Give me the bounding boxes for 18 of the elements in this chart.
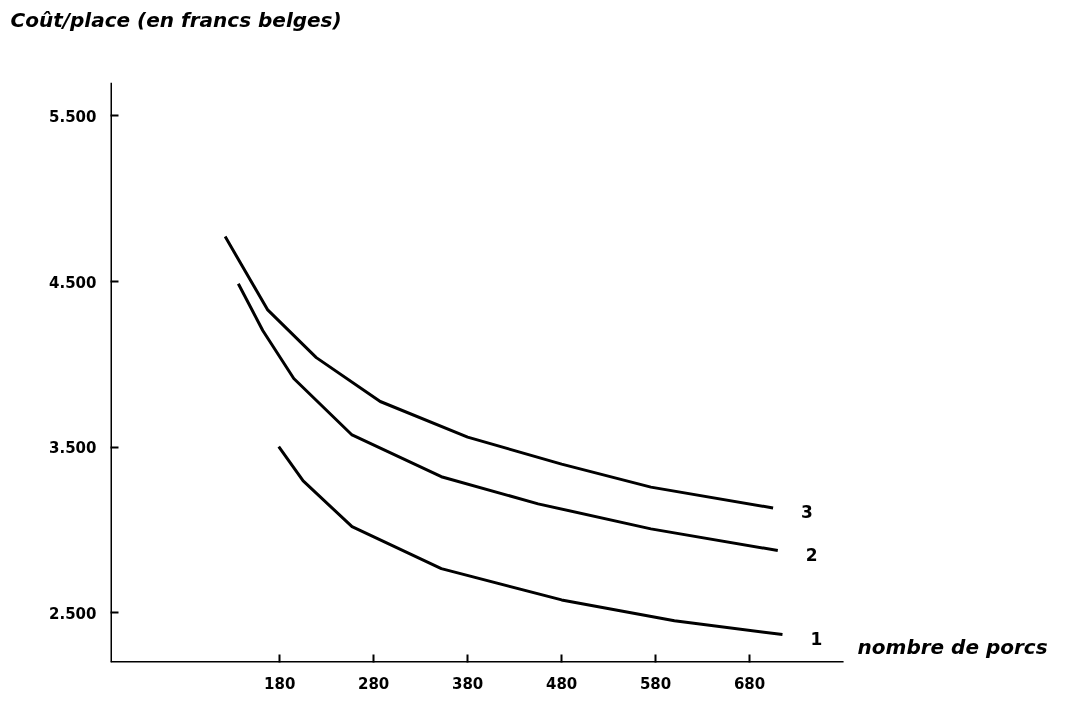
series-label: 3: [801, 501, 813, 522]
x-tick-label: 680: [733, 674, 766, 693]
x-axis-title: nombre de porcs: [857, 634, 1048, 659]
line-series: [236, 282, 780, 553]
y-tick-label: 2.500: [49, 604, 97, 623]
x-tick-label: 480: [545, 674, 578, 693]
y-tick-label: 5.500: [49, 107, 97, 126]
y-tick-label: 4.500: [49, 273, 97, 292]
x-tick-label: 280: [358, 674, 390, 693]
x-tick-label: 580: [639, 674, 672, 693]
line-series: [223, 235, 775, 510]
x-tick-label: 380: [451, 674, 484, 693]
series-label: 2: [805, 544, 818, 565]
y-axis-title: Coût/place (en francs belges): [10, 7, 342, 32]
x-tick-label: 180: [264, 674, 296, 693]
line-series: [277, 445, 784, 637]
series-label: 1: [810, 628, 823, 649]
y-tick-label: 3.500: [49, 439, 97, 458]
